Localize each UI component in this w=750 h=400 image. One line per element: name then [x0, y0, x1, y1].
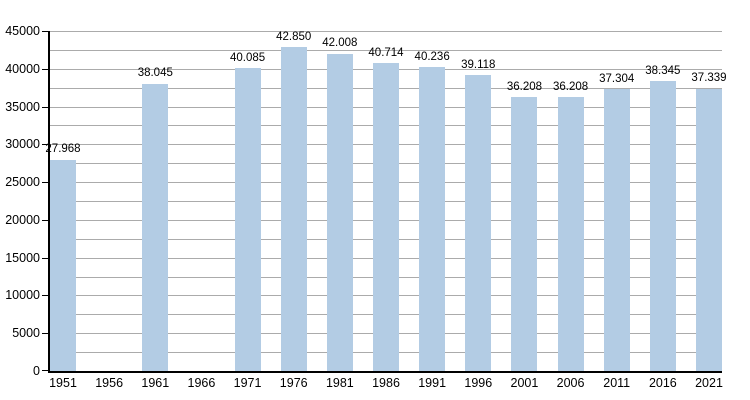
- y-axis-tick-label: 10000: [5, 288, 40, 303]
- bar: [234, 68, 261, 371]
- bar-value-label: 36.208: [552, 80, 589, 93]
- bar: [419, 67, 446, 371]
- y-axis-tick: [42, 68, 49, 70]
- y-axis-tick-label: 40000: [5, 61, 40, 76]
- bar: [465, 75, 492, 371]
- y-axis-tick: [42, 182, 49, 184]
- y-axis-tick: [42, 295, 49, 297]
- y-axis-tick: [42, 144, 49, 146]
- bar: [280, 47, 307, 371]
- y-axis-tick: [42, 333, 49, 335]
- y-axis-tick: [42, 31, 49, 32]
- x-axis-tick-label: 1986: [372, 376, 400, 390]
- bar-value-label: 27.968: [45, 143, 81, 156]
- h-gridline: [50, 49, 722, 51]
- y-axis-tick: [42, 370, 49, 371]
- y-axis-tick: [42, 219, 49, 221]
- y-axis-tick-label: 45000: [5, 24, 40, 38]
- bar-value-label: 38.045: [137, 67, 173, 80]
- x-axis-tick-label: 2016: [648, 376, 677, 390]
- y-axis-tick-label: 0: [33, 364, 40, 378]
- x-axis-tick-label: 1991: [418, 376, 447, 390]
- bar-value-label: 40.714: [368, 46, 404, 59]
- y-axis-tick: [42, 106, 49, 108]
- x-axis-tick-label: 2001: [510, 376, 539, 390]
- y-axis-tick-label: 30000: [5, 137, 40, 152]
- x-axis-tick-label: 2006: [556, 376, 585, 390]
- x-axis-tick-label: 1966: [187, 376, 216, 390]
- bar-value-label: 38.345: [645, 64, 681, 77]
- x-axis-tick-label: 2011: [603, 376, 631, 390]
- bar: [511, 97, 538, 371]
- x-axis-tick-label: 1961: [141, 376, 170, 390]
- bar: [557, 97, 584, 371]
- x-axis-tick-label: 1956: [95, 376, 124, 390]
- bar: [649, 81, 676, 371]
- bar-value-label: 42.850: [276, 30, 312, 43]
- bar-value-label: 36.208: [506, 80, 543, 93]
- x-axis-tick-label: 2021: [695, 376, 723, 390]
- bar: [603, 89, 630, 371]
- bar: [696, 88, 722, 371]
- bar-value-label: 37.304: [599, 72, 635, 85]
- x-axis-tick-label: 1971: [233, 376, 262, 390]
- bar-value-label: 39.118: [461, 58, 496, 71]
- x-axis-tick-label: 1951: [49, 376, 77, 390]
- y-axis-tick-label: 20000: [5, 212, 40, 227]
- y-axis-tick-label: 25000: [5, 175, 40, 190]
- x-axis-tick-label: 1976: [279, 376, 308, 390]
- bar: [142, 83, 169, 371]
- bar-value-label: 40.236: [414, 50, 450, 63]
- y-axis-tick-label: 35000: [5, 99, 40, 114]
- y-axis-tick-label: 15000: [5, 250, 40, 265]
- bar-value-label: 40.085: [229, 51, 266, 64]
- h-gridline: [50, 31, 722, 32]
- bar: [373, 63, 399, 371]
- bar: [50, 159, 76, 371]
- plot-area: 27.968 38.045 40.085 42.850 42.008 40.714 40.2…: [42, 30, 727, 373]
- x-axis-tick-label: 1981: [325, 376, 354, 390]
- bar: [326, 53, 353, 371]
- y-axis-tick: [42, 257, 49, 259]
- bar-value-label: 42.008: [322, 37, 358, 50]
- bar-value-label: 37.339: [691, 72, 727, 85]
- y-axis-tick-label: 5000: [12, 326, 40, 341]
- x-axis-tick-label: 1996: [464, 376, 493, 390]
